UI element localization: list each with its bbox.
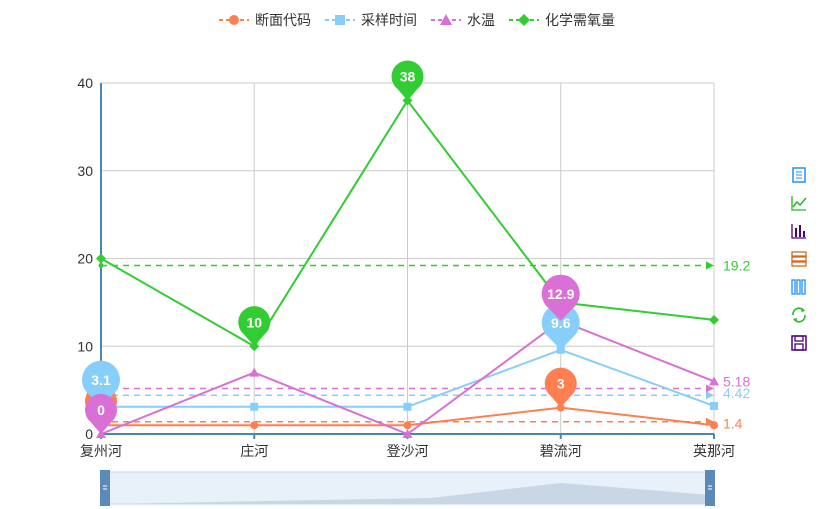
legend-item[interactable]: 断面代码	[219, 10, 311, 30]
markpoint-balloon	[541, 274, 580, 321]
y-tick-label: 10	[77, 338, 93, 354]
x-tick-label: 英那河	[693, 443, 735, 459]
legend-swatch-icon	[509, 14, 539, 26]
data-point	[402, 429, 413, 438]
data-point	[249, 367, 260, 377]
legend-label: 化学需氧量	[545, 12, 615, 28]
markline-label: 19.2	[723, 258, 750, 274]
bar-chart-icon[interactable]	[790, 222, 808, 240]
x-tick-label: 登沙河	[387, 443, 429, 459]
markpoint-pin: 0	[85, 393, 118, 434]
data-point	[250, 402, 259, 411]
markpoint-label: 9.6	[551, 315, 571, 331]
average-markline: 19.2	[98, 258, 750, 274]
data-point	[403, 421, 412, 430]
legend-label: 采样时间	[361, 12, 417, 28]
data-zoom-slider[interactable]	[100, 470, 715, 506]
markline-start	[98, 263, 104, 269]
markpoint-balloon	[544, 367, 577, 408]
data-point	[709, 314, 719, 325]
markpoint-balloon	[238, 306, 271, 347]
legend-swatch-icon	[431, 14, 461, 25]
markpoint-pin: 3.1	[82, 360, 120, 407]
markline-arrow	[706, 384, 714, 393]
markpoint-balloon	[541, 303, 580, 350]
markpoint-label: 0	[97, 402, 105, 418]
legend-item[interactable]: 水温	[431, 10, 495, 30]
markline-label: 4.42	[723, 385, 750, 401]
data-point	[709, 376, 719, 386]
tiled-icon[interactable]	[790, 278, 808, 296]
average-markline: 4.42	[98, 385, 750, 401]
markpoint-pin: 9.6	[541, 303, 580, 350]
markpoint-balloon	[391, 60, 424, 101]
chart-toolbox	[790, 166, 810, 362]
markpoint-label: 10	[246, 314, 262, 330]
legend-swatch-icon	[325, 15, 355, 25]
data-zoom-shadow	[104, 483, 711, 504]
legend-label: 断面代码	[255, 12, 311, 28]
data-point	[96, 253, 106, 264]
save-image-icon[interactable]	[790, 334, 808, 352]
data-point	[710, 421, 718, 430]
markline-label: 1.4	[723, 416, 743, 432]
data-view-icon[interactable]	[790, 166, 808, 184]
grid	[100, 82, 715, 435]
markpoint-balloon	[82, 360, 120, 407]
y-tick-label: 20	[77, 251, 93, 267]
markpoint-label: 12.9	[547, 286, 574, 302]
y-tick-label: 40	[77, 75, 93, 91]
markpoint-balloon	[85, 393, 118, 434]
restore-icon[interactable]	[790, 306, 808, 324]
markline-arrow	[706, 391, 714, 400]
data-zoom-left-handle[interactable]	[100, 470, 110, 506]
markline-arrow	[706, 261, 714, 270]
x-tick-label: 庄河	[240, 443, 268, 459]
markpoint-pin: 3	[544, 367, 577, 408]
legend-label: 水温	[467, 12, 495, 28]
data-point	[403, 402, 412, 411]
markpoint-pin: 10	[238, 306, 271, 347]
x-tick-label: 复州河	[80, 443, 122, 459]
average-markline: 5.18	[98, 374, 750, 393]
y-tick-label: 30	[77, 163, 93, 179]
data-zoom-right-handle[interactable]	[705, 470, 715, 506]
data-point	[250, 421, 259, 430]
markpoint-label: 3	[557, 376, 565, 392]
series-line	[96, 315, 719, 438]
markpoint-label: 38	[400, 69, 416, 85]
markpoint-label: 3.1	[91, 372, 111, 388]
legend-item[interactable]: 采样时间	[325, 10, 417, 30]
markpoint-pin: 38	[391, 60, 424, 101]
markpoint-pin: 12.9	[541, 274, 580, 321]
data-point	[710, 401, 718, 410]
markline-label: 5.18	[723, 374, 750, 390]
legend-swatch-icon	[219, 15, 249, 25]
chart-legend: 断面代码 采样时间 水温 化学需氧量	[0, 10, 834, 30]
x-tick-label: 碧流河	[540, 443, 582, 459]
legend-item[interactable]: 化学需氧量	[509, 10, 615, 30]
line-chart-icon[interactable]	[790, 194, 808, 212]
stack-icon[interactable]	[790, 250, 808, 268]
y-tick-label: 0	[85, 426, 93, 442]
